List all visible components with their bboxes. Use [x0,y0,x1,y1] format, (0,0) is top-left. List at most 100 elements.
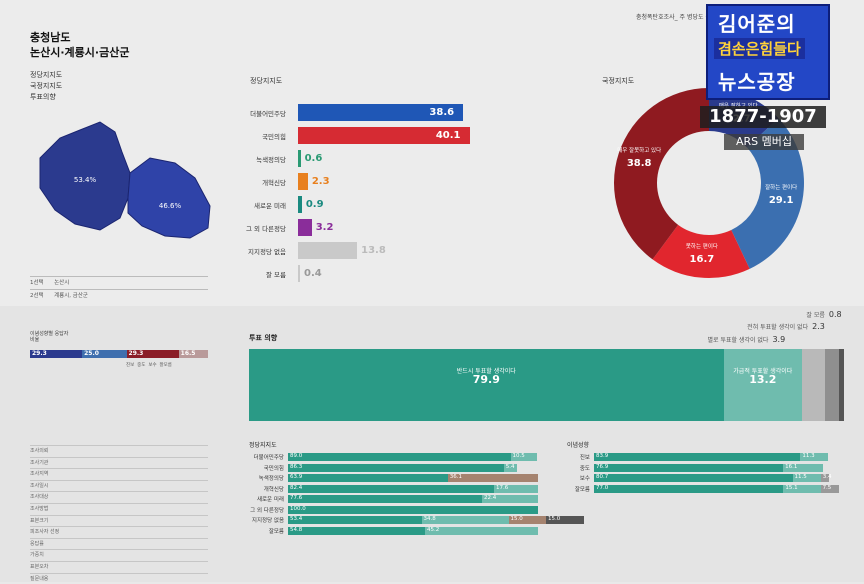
stacked-segment [792,474,821,482]
party-bar [298,265,300,282]
stacked-value: 80.7 [596,474,609,480]
legend-progressive: 진보 [126,363,135,368]
state-support-title: 국정지지도 [602,77,635,85]
vote-intention-small-label: 전혀 투표할 생각이 없다 2.3 [747,322,825,331]
survey-note-row: 응답률 [30,537,208,550]
vote-intention-label: 가급적 투표할 생각이다 [733,368,793,375]
stacked-row-label: 녹색정의당 [258,476,284,482]
stacked-value: 15.1 [785,484,798,491]
stacked-value: 77.6 [290,495,303,501]
survey-note-row: 조사의뢰 [30,445,208,457]
region-map: 53.4% 46.6% [39,121,211,239]
ideology-share-value: 29.3 [32,350,47,357]
donut-label: 못하는 편이다 [686,242,718,250]
party-bar-value: 2.3 [311,176,330,187]
survey-notes: 조사의뢰 조사기관 조사지역 조사일시 조사대상 조사방법 표본크기 피조사자 선정 응답률 가중… [30,445,208,584]
ideology-share-segment [126,350,179,358]
stacked-value: 17.6 [496,484,509,491]
stacked-segment [288,495,482,503]
stacked-value: 11.5 [794,474,807,480]
vote-intention-segment [249,349,724,421]
stacked-segment [508,516,546,524]
stacked-segment [482,495,538,503]
vote-intention-segment [723,349,802,421]
ideology-share-title: 이념성향별 응답자 비율 [30,331,69,343]
vote-intention-small-label: 잘 모름 0.8 [806,310,841,319]
stacked-segment [783,463,823,472]
party-bar-value: 0.6 [304,153,323,164]
stacked-row-label: 국민의힘 [263,465,284,472]
stacked-segment [421,516,509,524]
party-bar [298,242,358,259]
brand-line1: 김어준의 [718,12,796,36]
brand-line2: 겸손은힘들다 [714,38,805,59]
membership-label: ARS 멤버십 [724,134,804,150]
stacked-value: 15.0 [510,516,523,522]
map-legend-row: 2선택 계룡시, 금산군 [30,289,208,302]
survey-note-row: 질문내용 [30,572,208,584]
stacked-segment [783,484,821,493]
top-panel: 충청남도 논산시·계룡시·금산군 정당지지도 국정지지도 투표의향 53.4% … [30,4,830,302]
party-bar-value: 3.2 [315,222,334,233]
vote-intention-segment [802,349,826,421]
party-bar-value: 0.9 [305,199,324,210]
vote-intention-segment [838,349,844,421]
vote-intention-small-label: 별로 투표할 생각이 없다 3.9 [708,335,786,344]
vote-intention-segment [825,349,839,421]
vote-by-ideology-title: 이념성향 [567,442,590,449]
stacked-segment [288,526,425,535]
stacked-row-label: 중도 [579,465,590,472]
map-legend-table: 1선택 논산시 2선택 계룡시, 금산군 [30,276,208,302]
stacked-segment [288,484,494,493]
stacked-row-label: 개혁신당 [263,486,284,493]
stacked-value: 15.0 [548,516,561,522]
stacked-segment [503,463,518,472]
donut-slice [614,88,709,260]
stacked-segment [288,463,504,472]
party-bar [298,196,302,213]
brand-logo: 김어준의 겸손은힘들다 뉴스공장 [706,4,830,100]
ideology-share-segment [82,350,127,358]
legend-conservative: 보수 [148,363,157,368]
ideology-share-value: 29.3 [128,350,144,357]
donut-value: 29.1 [769,195,794,206]
donut-value: 16.7 [690,254,715,265]
stacked-value: 16.1 [785,463,798,470]
party-bar-label: 잘 모름 [265,271,286,279]
stacked-segment [494,484,538,493]
stacked-value: 7.5 [822,484,832,491]
stacked-value: 77.0 [596,484,609,491]
survey-note-row: 조사일시 [30,479,208,492]
legend-moderate: 중도 [137,363,146,368]
party-bar [298,104,464,121]
region-title-line1: 충청남도 [30,31,71,44]
party-bar-label: 새로운 미래 [254,202,286,210]
stacked-value: 82.4 [290,484,303,491]
stacked-value: 63.9 [290,474,303,480]
stacked-row-label: 더불어민주당 [253,455,284,461]
stacked-value: 3.4 [822,474,832,480]
stacked-segment [288,516,422,524]
vote-intention-segment-text: 반드시 투표할 생각이다 79.9 [249,368,724,385]
stacked-segment [594,453,801,461]
vote-intention-label: 잘 모름 [806,312,825,319]
vote-intention-label: 별로 투표할 생각이 없다 [707,337,769,344]
stacked-value: 34.8 [423,516,436,522]
stacked-segment [594,484,784,493]
sub-items: 정당지지도 국정지지도 투표의향 [30,70,62,103]
survey-note-row: 피조사자 선정 [30,526,208,538]
ideology-share-segment [30,350,83,358]
stacked-segment [288,453,511,461]
region-title-line2: 논산시·계룡시·금산군 [30,46,130,59]
stacked-value: 22.4 [484,495,497,501]
vote-intention-label: 반드시 투표할 생각이다 [456,368,516,375]
vote-intention-value: 0.8 [828,310,842,319]
stacked-segment [820,484,839,493]
map-area-gyeryong-geumsan [127,157,211,239]
donut-label: 잘하는 편이다 [765,183,797,191]
survey-note-row: 조사기관 [30,456,208,469]
stacked-segment [594,463,784,472]
sub-item: 투표의향 [30,93,56,101]
donut-label: 매우 잘못하고 있다 [617,146,661,154]
stacked-segment [800,453,829,461]
